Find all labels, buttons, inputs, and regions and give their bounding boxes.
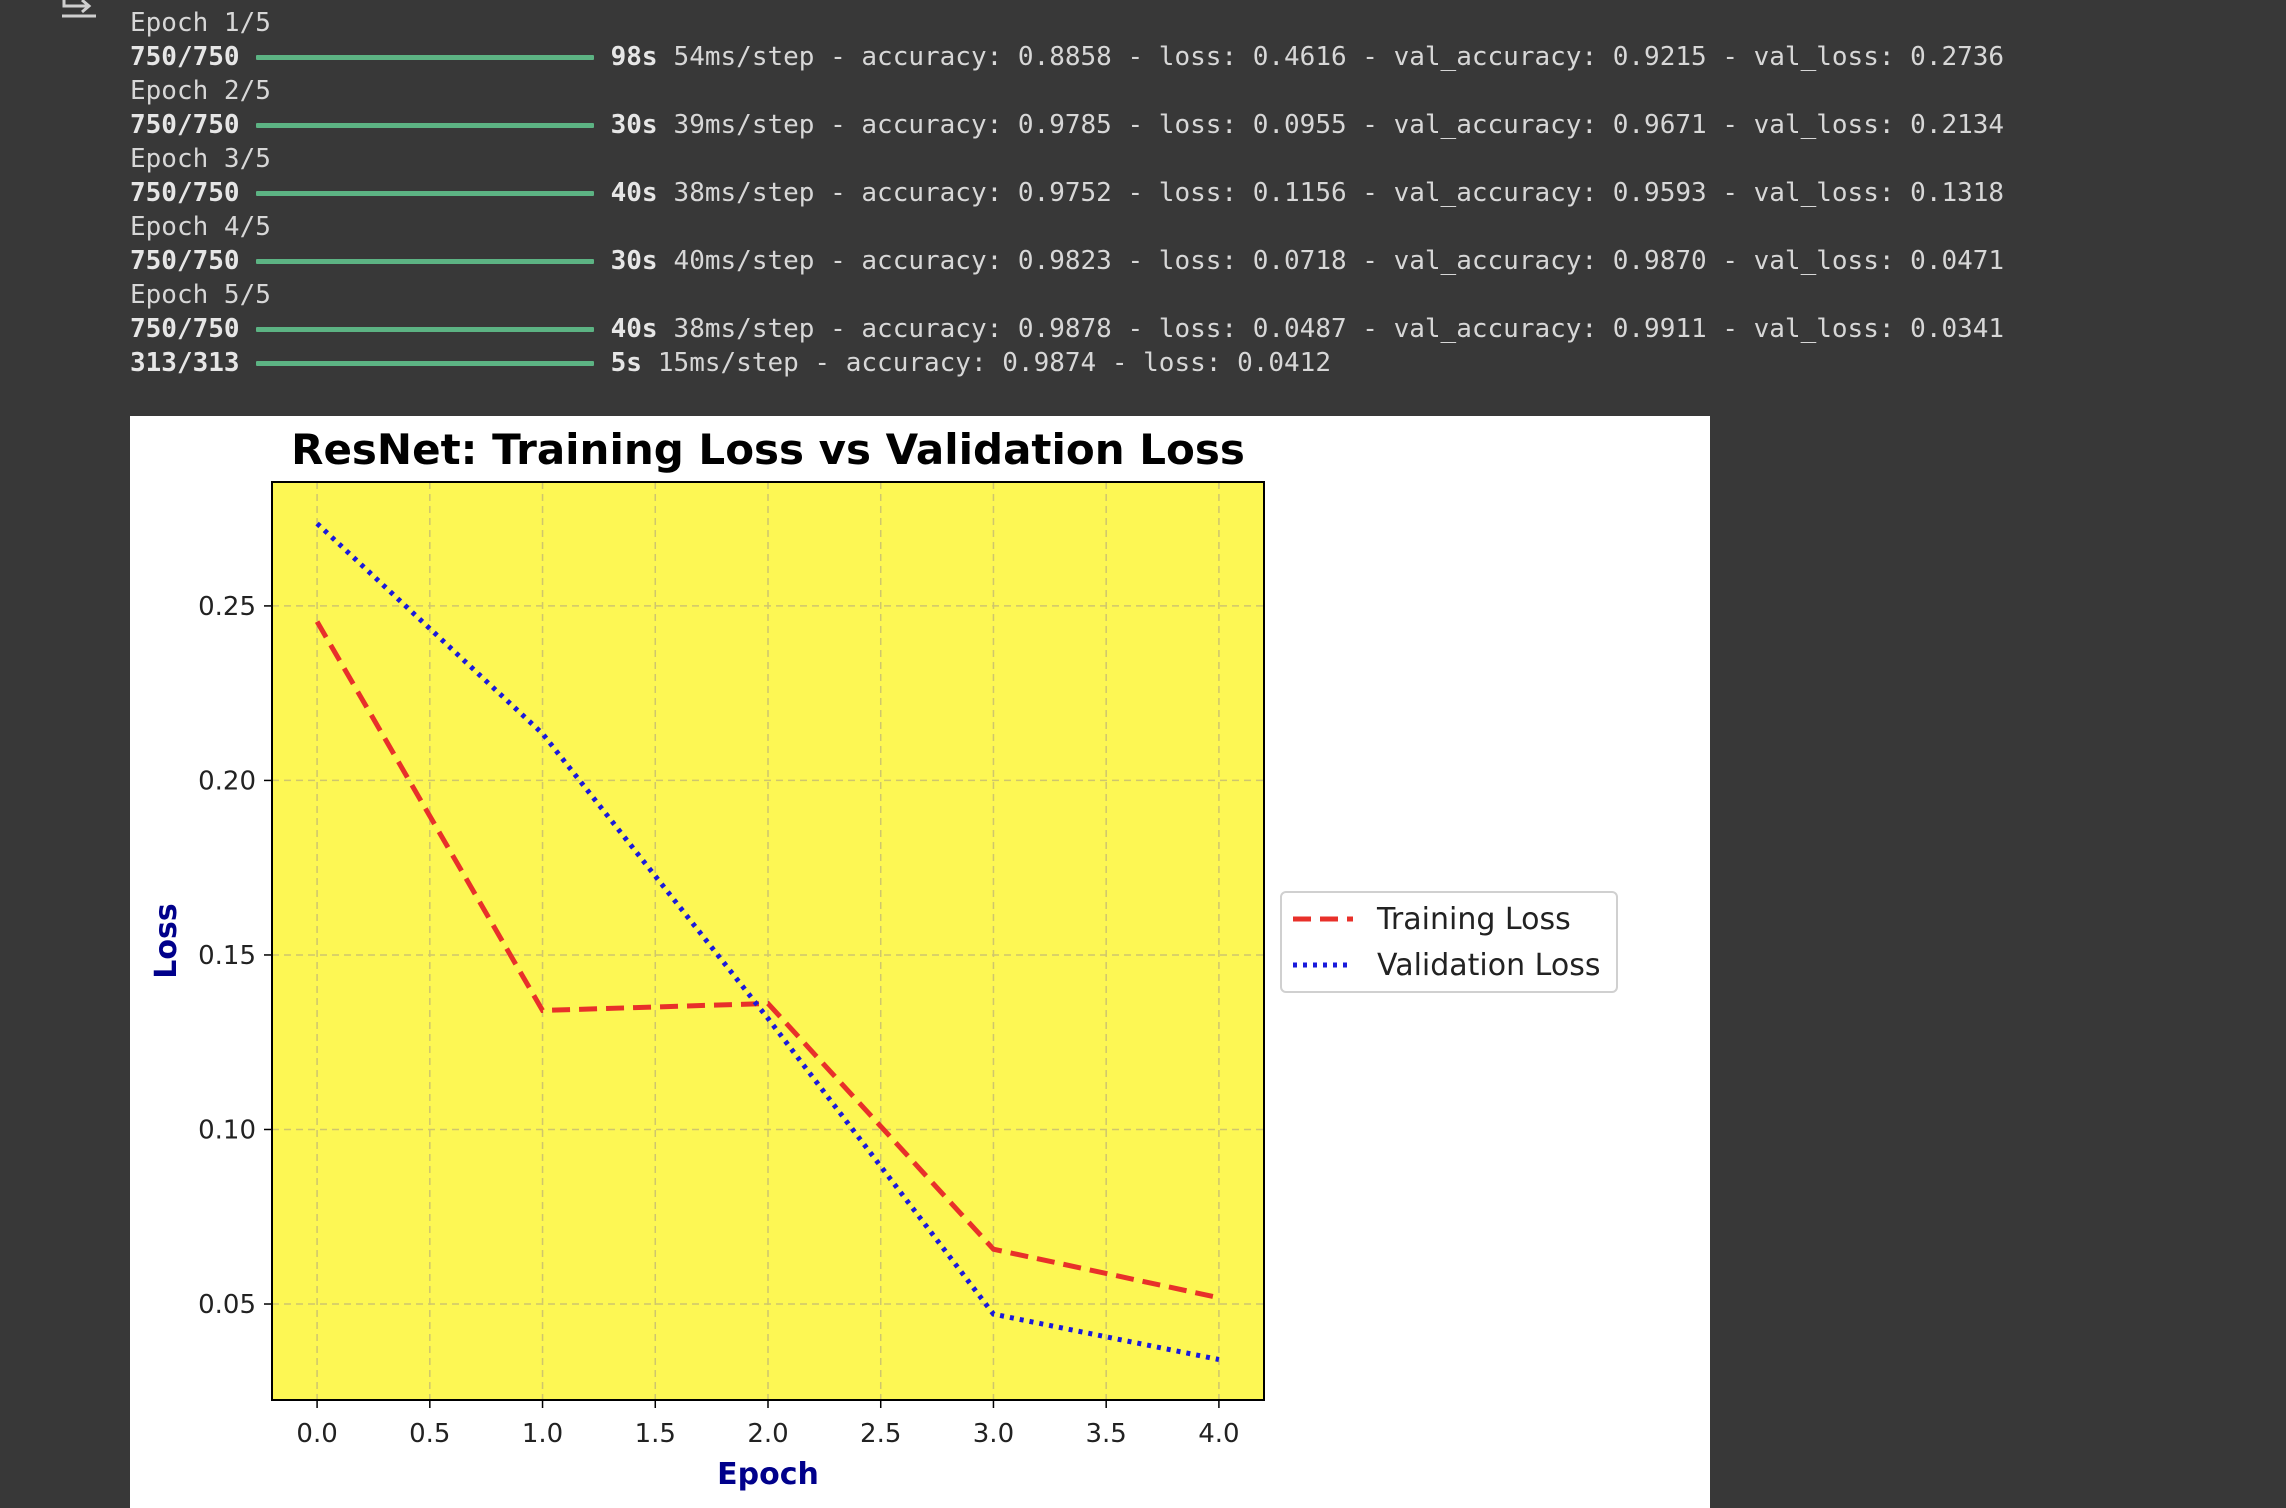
progress-bar <box>255 360 594 366</box>
progress-time: 40s <box>610 178 658 208</box>
progress-time: 5s <box>610 348 642 378</box>
epoch-progress-line: 750/750 30s 40ms/step - accuracy: 0.9823 -… <box>130 244 2004 278</box>
progress-time: 40s <box>610 314 658 344</box>
progress-steps: 750/750 <box>130 314 240 344</box>
progress-bar <box>255 122 594 128</box>
legend-box <box>1280 891 1618 993</box>
loss-figure: ResNet: Training Loss vs Validation Loss… <box>130 416 1710 1508</box>
progress-time: 98s <box>610 42 658 72</box>
progress-time: 30s <box>610 110 658 140</box>
epoch-label: Epoch 2/5 <box>130 76 271 106</box>
x-tick-label: 3.5 <box>1086 1419 1127 1449</box>
x-tick-label: 2.5 <box>860 1419 901 1449</box>
progress-steps: 750/750 <box>130 178 240 208</box>
progress-metrics: 15ms/step - accuracy: 0.9874 - loss: 0.0… <box>657 348 1331 378</box>
epoch-label: Epoch 5/5 <box>130 280 271 310</box>
progress-metrics: 54ms/step - accuracy: 0.8858 - loss: 0.4… <box>673 42 2005 72</box>
y-tick-label: 0.25 <box>198 592 256 622</box>
loss-chart: ResNet: Training Loss vs Validation Loss… <box>149 425 1618 1492</box>
chart-title: ResNet: Training Loss vs Validation Loss <box>291 425 1245 474</box>
x-tick-label: 0.0 <box>296 1419 337 1449</box>
legend-label: Validation Loss <box>1377 948 1600 983</box>
progress-metrics: 38ms/step - accuracy: 0.9878 - loss: 0.0… <box>673 314 2005 344</box>
legend-label: Training Loss <box>1376 902 1571 937</box>
epoch-progress-line: 750/750 40s 38ms/step - accuracy: 0.9878 -… <box>130 312 2004 346</box>
progress-metrics: 38ms/step - accuracy: 0.9752 - loss: 0.1… <box>673 178 2005 208</box>
epoch-progress-line: 750/750 40s 38ms/step - accuracy: 0.9752 -… <box>130 176 2004 210</box>
epoch-label: Epoch 3/5 <box>130 144 271 174</box>
x-tick-label: 1.5 <box>635 1419 676 1449</box>
output-icon <box>62 0 96 18</box>
x-tick-label: 4.0 <box>1198 1419 1239 1449</box>
epoch-label: Epoch 1/5 <box>130 8 271 38</box>
epoch-label: Epoch 4/5 <box>130 212 271 242</box>
progress-bar <box>255 54 594 60</box>
epoch-progress-line: 750/750 98s 54ms/step - accuracy: 0.8858 -… <box>130 40 2004 74</box>
progress-bar <box>255 258 594 264</box>
progress-metrics: 40ms/step - accuracy: 0.9823 - loss: 0.0… <box>673 246 2005 276</box>
progress-steps: 313/313 <box>130 348 240 378</box>
progress-time: 30s <box>610 246 658 276</box>
epoch-progress-line: 750/750 30s 39ms/step - accuracy: 0.9785 -… <box>130 108 2004 142</box>
progress-metrics: 39ms/step - accuracy: 0.9785 - loss: 0.0… <box>673 110 2005 140</box>
progress-bar <box>255 326 594 332</box>
x-tick-label: 0.5 <box>409 1419 450 1449</box>
y-tick-label: 0.15 <box>198 941 256 971</box>
x-tick-label: 3.0 <box>973 1419 1014 1449</box>
x-tick-label: 2.0 <box>747 1419 788 1449</box>
progress-steps: 750/750 <box>130 42 240 72</box>
training-log: Epoch 1/5 750/750 98s 54ms/step - accuracy:… <box>130 6 2004 380</box>
x-tick-label: 1.0 <box>522 1419 563 1449</box>
x-axis-label: Epoch <box>717 1457 819 1492</box>
evaluate-progress-line: 313/313 5s 15ms/step - accuracy: 0.9874 - … <box>130 346 2004 380</box>
y-tick-label: 0.10 <box>198 1115 256 1145</box>
y-tick-label: 0.20 <box>198 766 256 796</box>
y-tick-label: 0.05 <box>198 1290 256 1320</box>
y-axis-label: Loss <box>149 903 184 978</box>
progress-steps: 750/750 <box>130 110 240 140</box>
progress-steps: 750/750 <box>130 246 240 276</box>
progress-bar <box>255 190 594 196</box>
